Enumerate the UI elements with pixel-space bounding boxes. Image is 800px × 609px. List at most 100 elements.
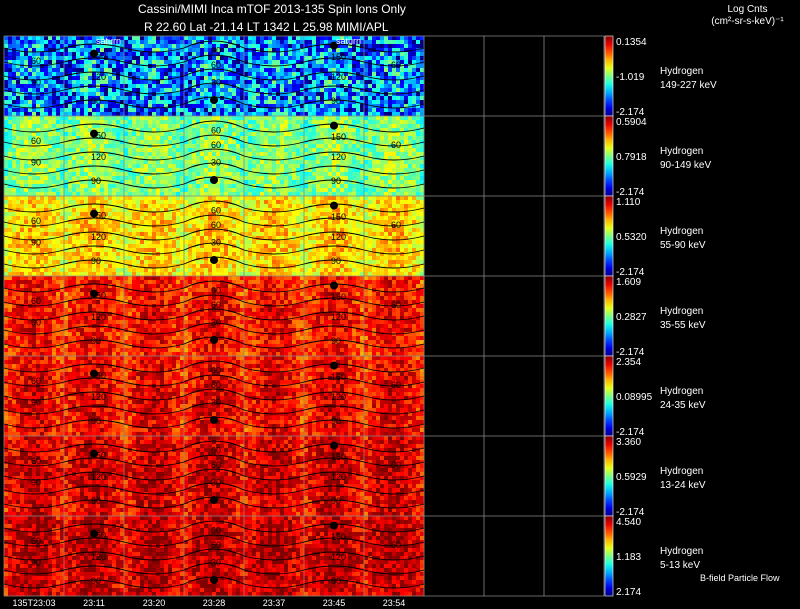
contour-line — [243, 75, 305, 81]
contour-line — [183, 562, 245, 571]
contour-line — [243, 89, 305, 95]
contour-line — [123, 583, 185, 589]
contour-line — [363, 343, 425, 349]
contour-label: 90 — [91, 416, 101, 426]
contour-line — [123, 569, 185, 575]
contour-line — [303, 297, 365, 303]
contour-line — [3, 367, 65, 373]
contour-line — [63, 85, 125, 91]
contour-line — [243, 409, 305, 415]
contour-label: 60 — [211, 286, 221, 296]
contour-line — [63, 203, 125, 209]
contour-line — [183, 388, 245, 397]
contour-line — [3, 301, 65, 307]
contour-line — [183, 214, 245, 223]
contour-line — [303, 339, 365, 345]
contour-label: 60 — [31, 296, 41, 306]
contour-line — [63, 443, 125, 449]
contour-line — [63, 391, 125, 397]
colorbar-units: Log Cnts (cm²-sr-s-keV)⁻¹ — [700, 4, 795, 28]
contour-line — [363, 541, 425, 547]
contour-line — [3, 235, 65, 241]
contour-label: 120 — [331, 312, 346, 322]
contour-line — [3, 541, 65, 547]
contour-label: 150 — [91, 450, 106, 460]
contour-line — [303, 471, 365, 477]
contour-line — [363, 569, 425, 575]
species-label: Hydrogen — [660, 226, 704, 237]
contour-label: 60 — [211, 300, 221, 310]
contour-label: 90 — [331, 96, 341, 106]
field-direction-dot — [210, 256, 218, 264]
contour-label: 30 — [211, 78, 221, 88]
colorbar-max-label: 0.1354 — [616, 37, 647, 48]
contour-label: 150 — [91, 210, 106, 220]
field-direction-dot — [90, 49, 98, 58]
contour-label: 60 — [391, 540, 401, 550]
contour-line — [243, 503, 305, 509]
time-tick-label: 23:54 — [382, 598, 406, 608]
contour-line — [123, 381, 185, 387]
contour-line — [183, 68, 245, 77]
contour-lines — [3, 520, 425, 589]
contour-line — [363, 207, 425, 213]
contour-line — [123, 447, 185, 453]
colorbar-min-label: -2.174 — [616, 267, 645, 278]
contour-line — [303, 419, 365, 425]
field-direction-dot — [210, 496, 218, 504]
contour-line — [123, 503, 185, 509]
contour-line — [363, 503, 425, 509]
colorbar-mid-label: -1.019 — [616, 72, 645, 83]
contour-label: 60 — [211, 446, 221, 456]
contour-line — [243, 249, 305, 255]
contour-line — [123, 183, 185, 189]
flow-label: B-field Particle Flow — [700, 573, 780, 583]
contour-line — [3, 127, 65, 133]
contour-line — [3, 315, 65, 321]
contour-line — [123, 169, 185, 175]
contour-line — [363, 61, 425, 67]
colorbar-mid-label: 1.183 — [616, 552, 642, 563]
contour-label: 150 — [91, 530, 106, 540]
contour-line — [303, 57, 365, 63]
contour-label: 90 — [31, 238, 41, 248]
contour-label: 90 — [91, 496, 101, 506]
contour-lines — [3, 200, 425, 269]
contour-label: 120 — [91, 232, 106, 242]
contour-line — [123, 541, 185, 547]
contour-line — [183, 40, 245, 49]
contour-line — [123, 103, 185, 109]
contour-line — [123, 409, 185, 415]
contour-line — [63, 311, 125, 317]
contour-line — [63, 259, 125, 265]
contour-line — [243, 423, 305, 429]
time-tick-label: 23:20 — [142, 598, 166, 608]
contour-label: 60 — [31, 536, 41, 546]
contour-line — [243, 301, 305, 307]
contour-line — [3, 329, 65, 335]
contour-label: 30 — [211, 158, 221, 168]
field-direction-dot — [210, 176, 218, 184]
contour-label: 60 — [211, 460, 221, 470]
contour-line — [243, 541, 305, 547]
contour-lines — [3, 440, 425, 509]
contour-line — [243, 461, 305, 467]
contour-line — [243, 329, 305, 335]
contour-label: 120 — [91, 72, 106, 82]
contour-line — [303, 71, 365, 77]
contour-line — [303, 165, 365, 171]
contour-label: 30 — [211, 238, 221, 248]
contour-line — [3, 263, 65, 269]
energy-range-label: 149-227 keV — [660, 80, 717, 91]
contour-line — [3, 89, 65, 95]
contour-line — [243, 489, 305, 495]
contour-line — [303, 325, 365, 331]
energy-range-label: 35-55 keV — [660, 320, 706, 331]
contour-line — [183, 308, 245, 317]
contour-label: 90 — [331, 416, 341, 426]
colorbar-min-label: -2.174 — [616, 427, 645, 438]
contour-label: 90 — [91, 256, 101, 266]
contour-line — [243, 447, 305, 453]
contour-line — [123, 127, 185, 133]
contour-label: 150 — [331, 212, 346, 222]
